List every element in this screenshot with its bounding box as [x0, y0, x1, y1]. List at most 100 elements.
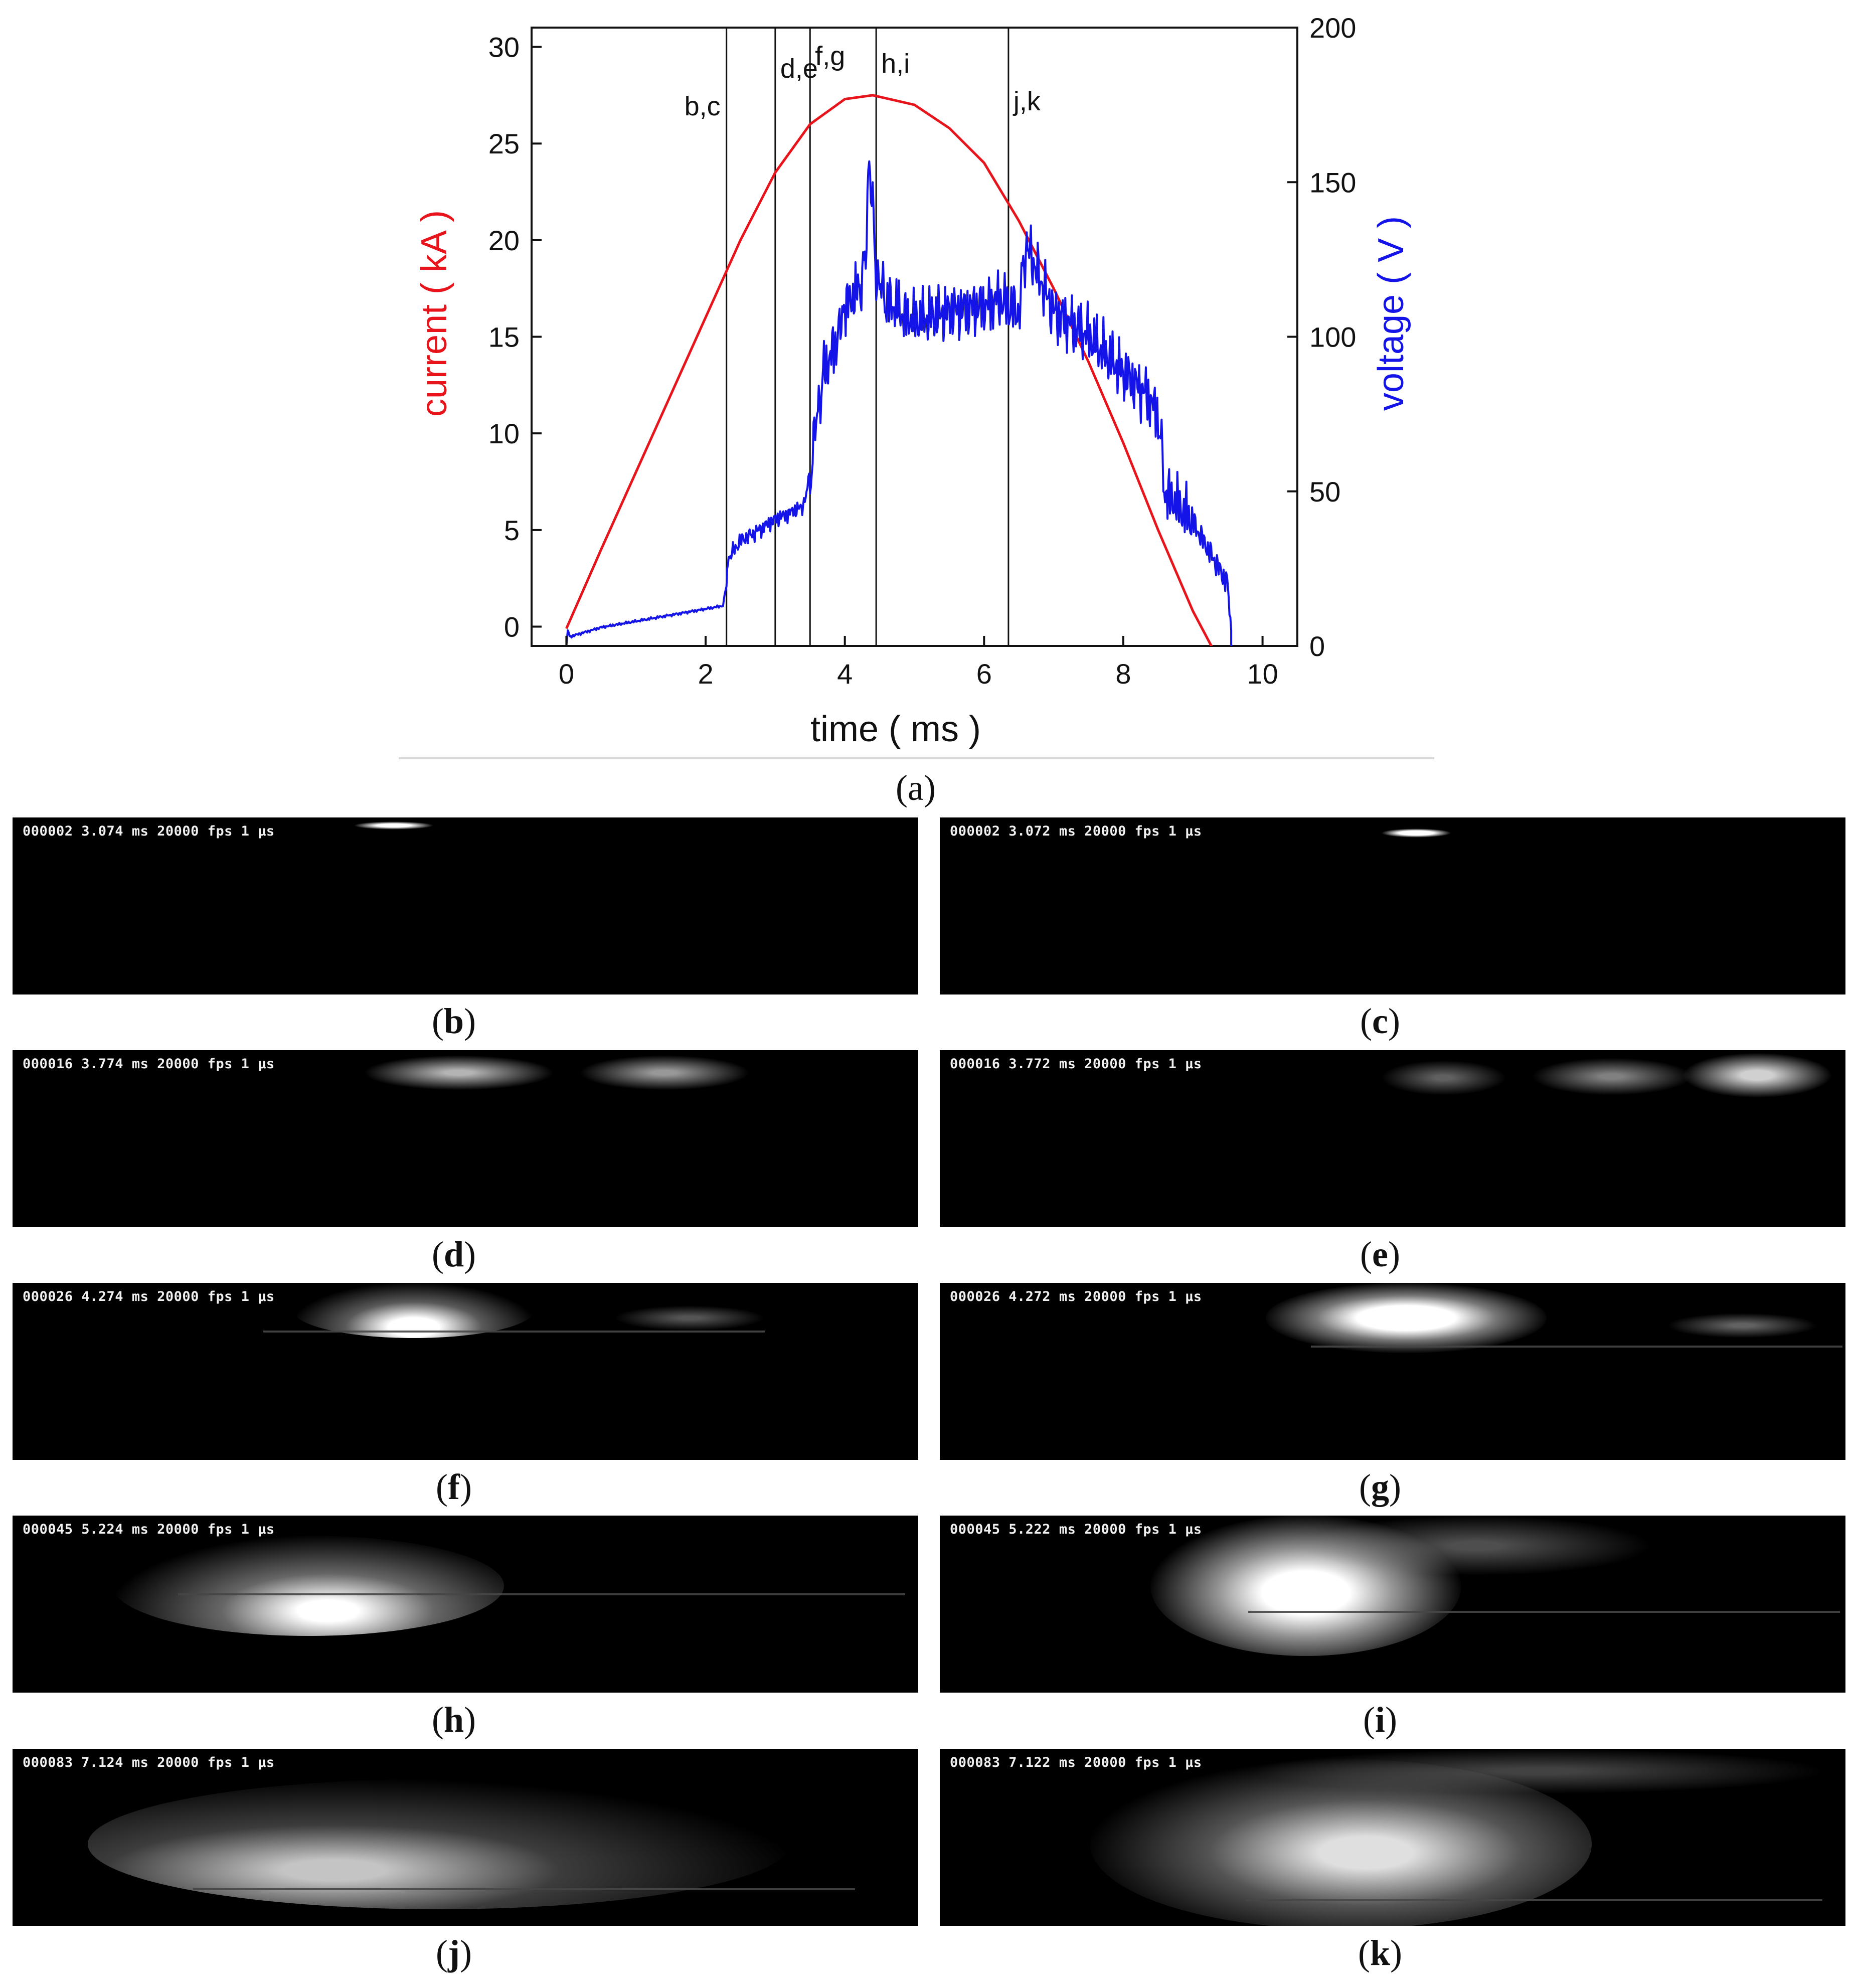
y-left-tick-label: 15: [488, 321, 520, 353]
panel-label-paren-open: (: [1359, 1467, 1371, 1507]
electrode-edge: [1248, 1611, 1840, 1613]
panel-label-a: (a): [896, 768, 936, 808]
frame-timestamp: 000083 7.122 ms 20000 fps 1 µs: [950, 1755, 1202, 1770]
y-left-tick-label: 0: [504, 611, 520, 642]
electrode-edge: [193, 1888, 855, 1890]
camera-frame-k: 000083 7.122 ms 20000 fps 1 µs: [940, 1749, 1845, 1926]
panel-label-paren-close: ): [1390, 1933, 1403, 1973]
panel-label-paren-open: (: [431, 1234, 444, 1274]
panel-label-letter: c: [1372, 1001, 1388, 1041]
event-marker-label: f,g: [815, 41, 845, 71]
electrode-edge: [178, 1593, 905, 1595]
panel-label-letter: h: [443, 1700, 464, 1740]
panel-label-letter: j: [448, 1933, 460, 1973]
electrode-edge: [263, 1331, 765, 1333]
electrode-edge: [1311, 1346, 1842, 1348]
y-right-tick-label: 200: [1309, 12, 1356, 44]
arc-glow: [293, 1283, 534, 1338]
x-axis-label: time ( ms ): [810, 709, 981, 749]
panel-label-letter: f: [448, 1467, 460, 1507]
panel-label-g: (g): [1359, 1466, 1401, 1508]
panel-label-paren-open: (: [1360, 1001, 1373, 1041]
panel-label-paren-close: ): [459, 1467, 472, 1507]
panel-label-paren-open: (: [431, 1001, 444, 1041]
frame-timestamp: 000026 4.272 ms 20000 fps 1 µs: [950, 1289, 1202, 1304]
panel-label-paren-close: ): [464, 1700, 476, 1740]
panel-label-letter: g: [1371, 1467, 1389, 1507]
camera-frame-h: 000045 5.224 ms 20000 fps 1 µs: [13, 1516, 918, 1693]
x-tick-label: 10: [1247, 658, 1278, 690]
y-left-tick-label: 30: [488, 32, 520, 63]
y-left-tick-label: 5: [504, 515, 520, 546]
panel-label-letter: k: [1370, 1933, 1391, 1973]
arc-glow: [1682, 1053, 1832, 1098]
frame-timestamp: 000045 5.222 ms 20000 fps 1 µs: [950, 1522, 1202, 1537]
y-right-tick-label: 0: [1309, 630, 1325, 662]
panel-label-b: (b): [432, 1001, 476, 1042]
x-tick-label: 2: [698, 658, 713, 690]
arc-glow: [1381, 829, 1451, 838]
panel-label-paren-open: (: [1360, 1234, 1373, 1274]
event-marker-label: d,e: [780, 54, 818, 84]
y-left-tick-label: 20: [488, 225, 520, 256]
panel-label-paren-open: (: [431, 1700, 444, 1740]
arc-glow: [364, 1055, 554, 1090]
panel-label-letter: d: [443, 1234, 464, 1274]
arc-glow: [113, 1536, 504, 1636]
camera-frame-i: 000045 5.222 ms 20000 fps 1 µs: [940, 1516, 1845, 1693]
arc-glow: [1667, 1313, 1817, 1338]
frame-timestamp: 000016 3.772 ms 20000 fps 1 µs: [950, 1056, 1202, 1072]
y-right-axis-label: voltage ( V ): [1371, 216, 1411, 411]
x-tick-label: 4: [837, 658, 853, 690]
camera-frame-e: 000016 3.772 ms 20000 fps 1 µs: [940, 1050, 1845, 1227]
arc-glow: [1381, 1060, 1506, 1095]
frame-timestamp: 000002 3.072 ms 20000 fps 1 µs: [950, 823, 1202, 839]
arc-glow: [1266, 1283, 1547, 1353]
arc-glow: [1251, 1749, 1827, 1794]
panel-label-paren-close: ): [1385, 1700, 1397, 1740]
arc-glow: [579, 1055, 750, 1090]
camera-frame-f: 000026 4.274 ms 20000 fps 1 µs: [13, 1283, 918, 1460]
current-series-line: [565, 94, 1213, 646]
panel-label-paren-open: (: [436, 1933, 448, 1973]
panel-label-paren-close: ): [464, 1234, 476, 1274]
arc-glow: [614, 1305, 765, 1331]
frame-timestamp: 000026 4.274 ms 20000 fps 1 µs: [23, 1289, 275, 1304]
x-tick-label: 0: [559, 658, 574, 690]
y-left-tick-label: 25: [488, 128, 520, 159]
camera-frame-c: 000002 3.072 ms 20000 fps 1 µs: [940, 817, 1845, 995]
frame-timestamp: 000045 5.224 ms 20000 fps 1 µs: [23, 1522, 275, 1537]
camera-frame-d: 000016 3.774 ms 20000 fps 1 µs: [13, 1050, 918, 1227]
y-left-tick-label: 10: [488, 418, 520, 449]
y-right-tick-label: 100: [1309, 321, 1356, 353]
event-marker-label: h,i: [881, 49, 910, 79]
panel-label-paren-close: ): [459, 1933, 472, 1973]
panel-label-letter: b: [443, 1001, 464, 1041]
panel-label-paren-open: (: [436, 1467, 448, 1507]
panel-label-paren-open: (: [1363, 1700, 1375, 1740]
panel-label-letter: e: [1372, 1234, 1388, 1274]
frame-timestamp: 000083 7.124 ms 20000 fps 1 µs: [23, 1755, 275, 1770]
arc-glow: [88, 1779, 790, 1909]
electrode-edge: [1246, 1899, 1822, 1901]
panel-label-paren-close: ): [1389, 1467, 1401, 1507]
y-right-tick-label: 50: [1309, 476, 1340, 508]
voltage-series-line: [565, 160, 1233, 646]
y-right-tick-label: 150: [1309, 167, 1356, 198]
x-tick-label: 8: [1115, 658, 1131, 690]
y-left-axis-label: current ( kA ): [414, 210, 454, 417]
panel-label-paren-close: ): [1388, 1234, 1400, 1274]
panel-label-paren-open: (: [1358, 1933, 1370, 1973]
arc-glow: [1532, 1058, 1692, 1095]
event-marker-label: j,k: [1013, 86, 1041, 116]
x-tick-label: 6: [976, 658, 992, 690]
panel-label-j: (j): [436, 1932, 472, 1974]
panel-label-h: (h): [432, 1699, 476, 1741]
panel-label-f: (f): [436, 1466, 472, 1508]
panel-label-k: (k): [1358, 1932, 1402, 1974]
arc-glow: [1301, 1516, 1652, 1576]
frame-timestamp: 000002 3.074 ms 20000 fps 1 µs: [23, 823, 275, 839]
panel-label-paren-close: ): [464, 1001, 476, 1041]
panel-label-paren-close: ): [1388, 1001, 1400, 1041]
camera-frame-b: 000002 3.074 ms 20000 fps 1 µs: [13, 817, 918, 995]
